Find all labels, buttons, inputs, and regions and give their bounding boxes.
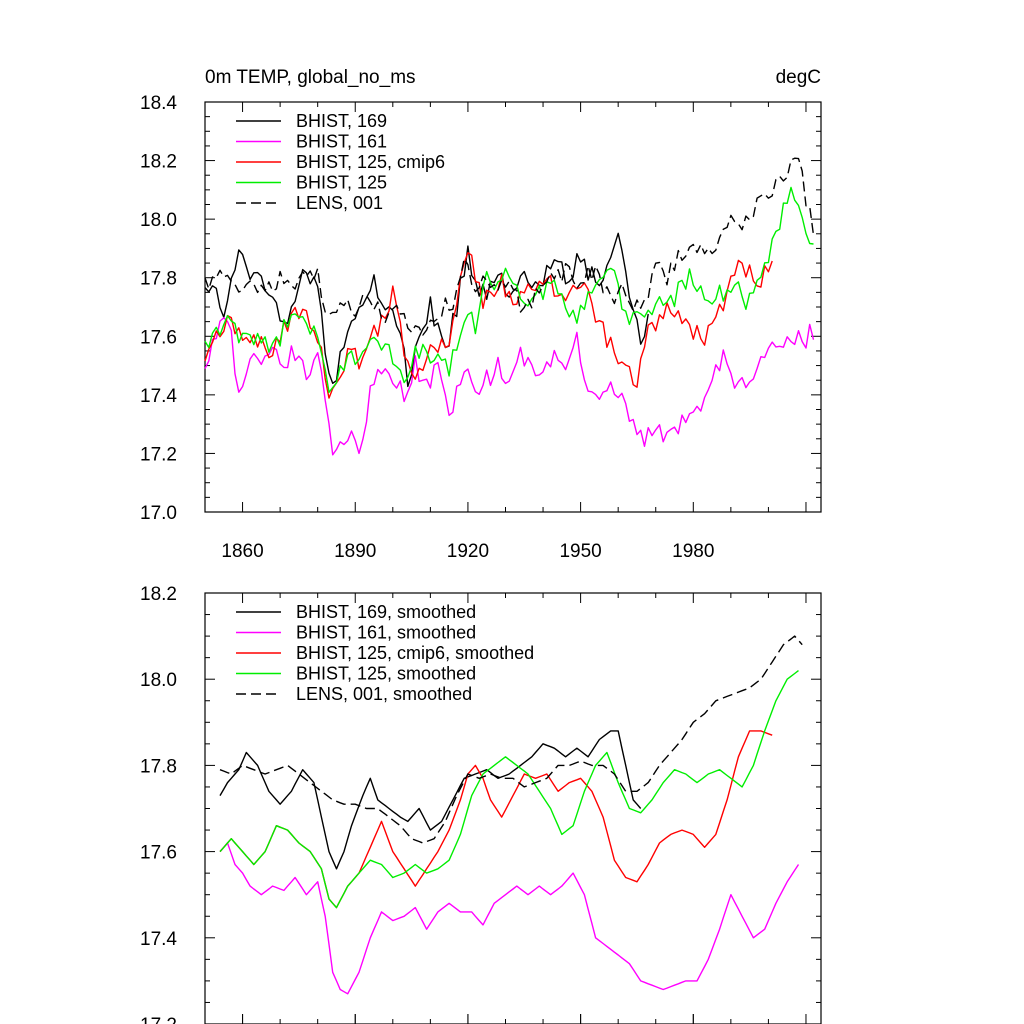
series-line-bhist-169 — [204, 232, 649, 388]
legend-label: BHIST, 125, cmip6, smoothed — [296, 643, 534, 663]
y-tick-label: 17.0 — [140, 503, 177, 524]
y-tick-label: 18.0 — [140, 210, 177, 231]
x-tick-labels: 1860 1890 1920 1950 1980 — [221, 541, 714, 562]
tick-marks — [204, 101, 821, 513]
legend-label: LENS, 001, smoothed — [296, 684, 472, 704]
x-tick-label: 1860 — [221, 541, 263, 562]
tick-marks — [204, 592, 821, 1024]
x-tick-label: 1890 — [334, 541, 376, 562]
series-line-lens-001 — [204, 157, 815, 336]
chart-title: 0m TEMP, global_no_ms — [205, 67, 416, 88]
legend-label: BHIST, 169 — [296, 111, 387, 131]
y-tick-label: 17.2 — [140, 444, 177, 465]
panel-bottom: 17.2 17.4 17.6 17.8 18.0 18.2 BHIST, 169, smo… — [140, 584, 822, 1024]
series-line-lens-001-smoothed — [219, 635, 803, 844]
y-tick-label: 18.2 — [140, 584, 177, 605]
series-line-bhist-125 — [204, 186, 814, 393]
x-tick-label: 1950 — [559, 541, 601, 562]
y-tick-labels: 17.2 17.4 17.6 17.8 18.0 18.2 — [140, 584, 177, 1024]
series-line-bhist-161 — [204, 317, 815, 456]
y-tick-label: 17.6 — [140, 843, 177, 864]
legend-label: BHIST, 125 — [296, 173, 387, 193]
y-tick-label: 17.6 — [140, 327, 177, 348]
series-line-bhist-125-cmip6-smoothed — [219, 730, 773, 909]
legend-label: BHIST, 169, smoothed — [296, 602, 476, 622]
legend-label: BHIST, 161 — [296, 132, 387, 152]
series-lines — [204, 157, 815, 456]
x-tick-label: 1920 — [447, 541, 489, 562]
series-line-bhist-125-smoothed — [219, 670, 799, 909]
y-tick-label: 18.0 — [140, 670, 177, 691]
legend-label: BHIST, 161, smoothed — [296, 623, 476, 643]
y-tick-label: 18.2 — [140, 152, 177, 173]
panel-top: 0m TEMP, global_no_ms degC 17.017.217.41… — [140, 67, 822, 562]
y-tick-label: 17.8 — [140, 756, 177, 777]
series-lines — [219, 635, 803, 995]
x-tick-label: 1980 — [672, 541, 714, 562]
y-tick-label: 18.4 — [140, 93, 177, 114]
y-tick-label: 17.4 — [140, 386, 177, 407]
y-tick-labels: 17.0 17.2 17.4 17.6 17.8 18.0 18.2 18.4 — [140, 93, 177, 524]
legend-label: BHIST, 125, cmip6 — [296, 152, 445, 172]
y-tick-label: 17.4 — [140, 929, 177, 950]
series-line-bhist-169-smoothed — [219, 730, 642, 870]
series-line-bhist-161-smoothed — [219, 842, 800, 995]
legend-label: LENS, 001 — [296, 193, 383, 213]
units-label: degC — [776, 67, 821, 88]
y-tick-label: 17.8 — [140, 269, 177, 290]
y-tick-label: 17.2 — [140, 1015, 177, 1024]
legend-label: BHIST, 125, smoothed — [296, 664, 476, 684]
